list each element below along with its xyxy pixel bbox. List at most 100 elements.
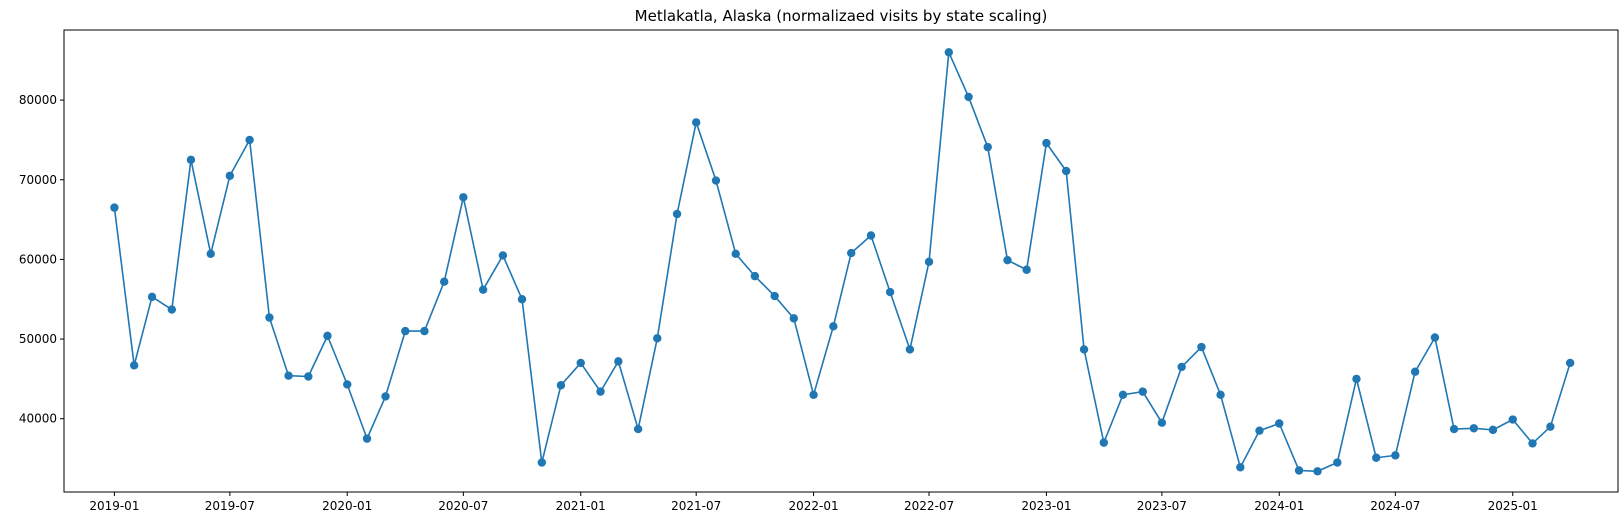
x-tick-label: 2024-07 <box>1370 499 1420 513</box>
data-point <box>1216 390 1225 400</box>
data-point <box>711 176 721 185</box>
x-tick-label: 2021-07 <box>671 499 721 513</box>
data-point <box>1508 415 1517 424</box>
series-line <box>113 51 1571 473</box>
data-point <box>885 287 895 297</box>
data-point <box>1099 438 1109 447</box>
data-point <box>1255 426 1264 435</box>
data-point <box>440 277 449 286</box>
data-point <box>1528 439 1537 448</box>
data-point <box>225 171 235 180</box>
data-point <box>323 331 332 341</box>
data-point <box>1061 166 1071 176</box>
x-tick-label: 2022-07 <box>904 499 954 513</box>
x-tick-label: 2022-01 <box>788 499 838 513</box>
data-point <box>167 305 177 314</box>
data-point <box>633 424 643 434</box>
data-point <box>1391 451 1400 460</box>
data-point <box>1430 333 1440 342</box>
data-point <box>1236 463 1245 472</box>
data-point <box>1294 466 1304 475</box>
x-tick-label: 2020-07 <box>438 499 488 513</box>
data-point <box>147 292 157 302</box>
data-point <box>1138 387 1147 396</box>
data-point <box>1275 419 1284 428</box>
data-point <box>1488 425 1498 435</box>
data-point <box>576 358 585 368</box>
series-layer <box>110 48 1575 476</box>
data-point <box>381 392 390 401</box>
data-point <box>944 48 954 57</box>
chart-title: Metlakatla, Alaska (normalizaed visits b… <box>635 7 1048 25</box>
data-point <box>770 291 779 301</box>
data-point <box>110 203 119 212</box>
data-point <box>517 295 527 304</box>
data-point <box>829 322 838 331</box>
data-point <box>304 372 313 381</box>
data-point <box>459 193 468 202</box>
y-axis: 40000 50000 60000 70000 80000 <box>19 93 64 426</box>
x-axis: 2019-01 2019-07 2020-01 2020-07 2021-01 2021-… <box>89 492 1538 513</box>
data-point <box>206 249 215 259</box>
data-point <box>265 313 274 322</box>
data-point <box>1197 342 1206 352</box>
x-tick-label: 2025-01 <box>1488 499 1538 513</box>
data-point <box>691 118 701 127</box>
data-point <box>1546 422 1555 431</box>
data-point <box>1003 256 1012 265</box>
data-point <box>905 345 915 354</box>
data-point <box>1079 345 1089 354</box>
data-point <box>847 248 856 258</box>
data-point <box>1410 367 1420 376</box>
data-point <box>1449 424 1459 434</box>
data-point <box>1352 374 1361 384</box>
data-point <box>964 92 973 102</box>
y-tick-label: 80000 <box>19 93 57 107</box>
data-point <box>731 249 740 259</box>
x-tick-label: 2019-07 <box>205 499 255 513</box>
y-tick-label: 40000 <box>19 412 57 426</box>
y-tick-label: 60000 <box>19 252 57 266</box>
x-tick-label: 2023-01 <box>1021 499 1071 513</box>
data-point <box>129 361 139 370</box>
data-point <box>1042 138 1051 148</box>
y-tick-label: 50000 <box>19 332 57 346</box>
data-point <box>1177 362 1186 372</box>
data-point <box>672 209 682 219</box>
data-point <box>498 251 508 260</box>
plot-area-frame <box>63 29 1619 493</box>
x-tick-label: 2019-01 <box>89 499 139 513</box>
y-tick-label: 70000 <box>19 173 57 187</box>
data-point <box>614 357 623 366</box>
data-point <box>1372 453 1381 462</box>
data-point <box>362 434 372 443</box>
data-point <box>245 135 254 145</box>
data-point <box>750 271 760 281</box>
data-point <box>924 257 934 266</box>
data-point <box>343 380 352 389</box>
data-point <box>596 387 605 396</box>
data-point <box>653 334 662 343</box>
data-point <box>1333 458 1342 467</box>
data-point <box>1157 418 1167 427</box>
x-tick-label: 2020-01 <box>322 499 372 513</box>
data-point <box>420 326 429 336</box>
x-tick-label: 2021-01 <box>556 499 606 513</box>
data-point <box>1469 424 1479 433</box>
data-point <box>537 458 547 467</box>
data-point <box>556 381 566 390</box>
data-point <box>1022 265 1031 274</box>
data-point <box>809 390 818 400</box>
x-tick-label: 2023-07 <box>1137 499 1187 513</box>
data-point <box>789 314 798 323</box>
data-point <box>284 371 293 380</box>
data-point <box>1313 467 1322 476</box>
data-point <box>478 285 488 294</box>
data-point <box>1565 358 1575 368</box>
data-point <box>401 326 410 336</box>
data-point <box>186 155 196 165</box>
data-point <box>983 142 992 152</box>
x-tick-label: 2024-01 <box>1254 499 1304 513</box>
